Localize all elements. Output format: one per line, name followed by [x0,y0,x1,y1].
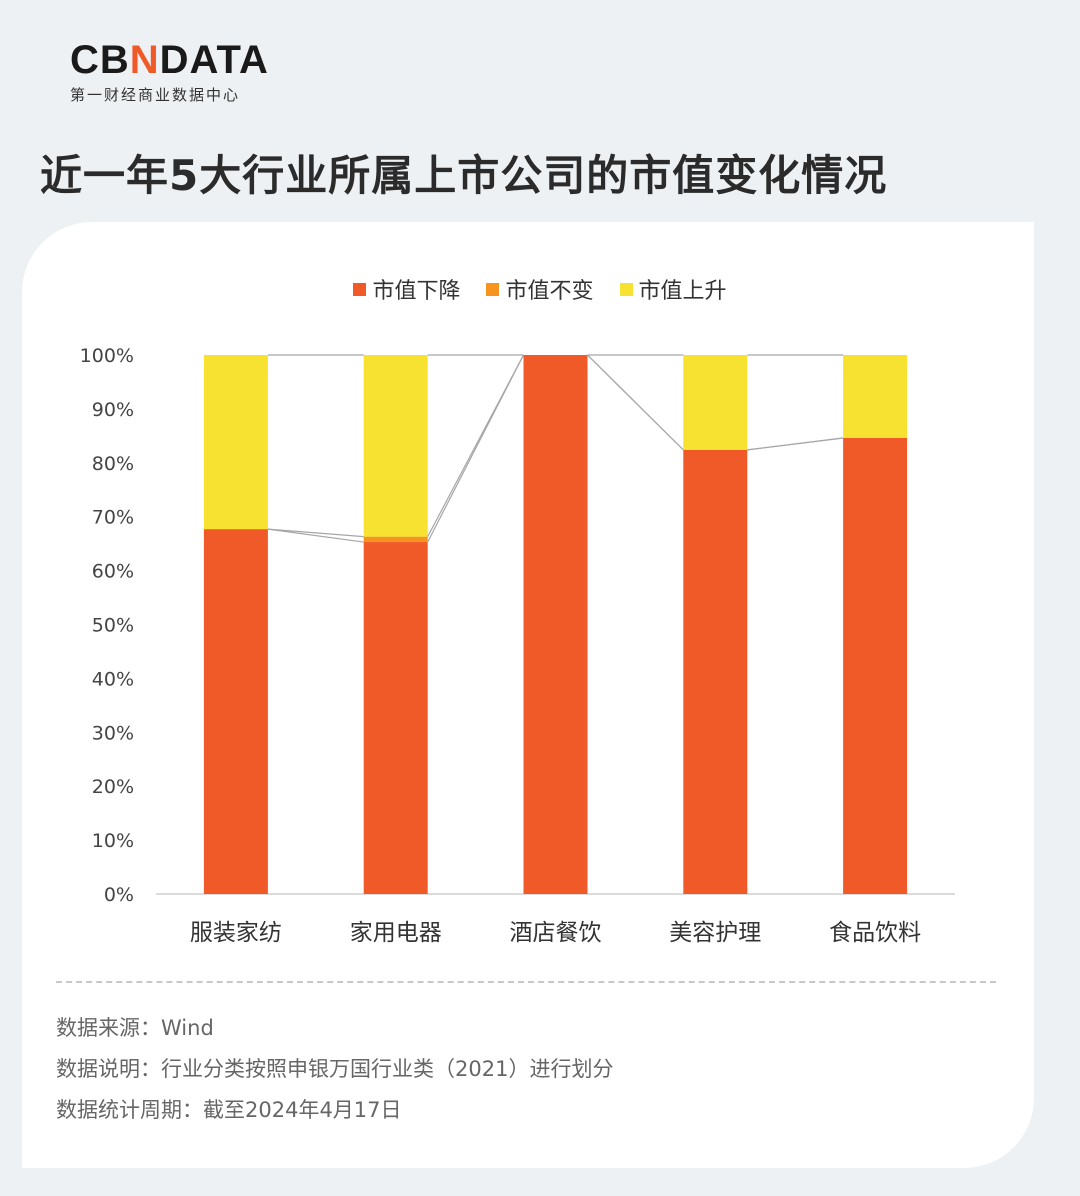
bar-segment [843,438,908,894]
bar-segment [363,536,428,543]
legend-swatch [619,282,633,296]
y-tick-label: 70% [92,507,134,529]
legend-swatch [486,282,500,296]
series-line [587,354,684,451]
page-title: 近一年5大行业所属上市公司的市值变化情况 [40,151,888,200]
logo-wordmark: CBNDATA [70,38,269,82]
bar-segment [363,542,428,894]
logo-subtitle: 第一财经商业数据中心 [70,86,241,104]
legend-label: 市值下降 [372,279,461,304]
y-tick-label: 100% [80,345,134,367]
x-tick-label: 食品饮料 [829,920,921,946]
x-tick-label: 酒店餐饮 [510,920,602,946]
legend-label: 市值上升 [638,279,727,304]
y-tick-label: 10% [92,830,134,852]
series-line [267,528,364,543]
legend-item-1: 市值不变 [486,273,594,305]
series-line [747,437,844,451]
legend-item-0: 市值下降 [353,273,460,305]
y-tick-label: 20% [92,776,134,798]
bar-segment [203,529,268,894]
x-tick-label: 家用电器 [350,920,442,946]
bar-segment [843,355,908,439]
bar-segment [683,355,748,450]
note-period: 数据统计周期：截至2024年4月17日 [56,1098,402,1122]
logo-text-left: CB [70,38,130,82]
logo-text-right: DATA [159,38,269,82]
legend-label: 市值不变 [505,279,594,304]
x-tick-label: 美容护理 [669,920,761,946]
series-line [427,354,525,537]
series-line [267,528,364,538]
bar-segment [523,355,588,894]
y-tick-label: 50% [92,615,134,637]
bar-segment [203,355,268,530]
note-description: 数据说明：行业分类按照申银万国行业类（2021）进行划分 [56,1057,614,1081]
footnotes: 数据来源：Wind 数据说明：行业分类按照申银万国行业类（2021）进行划分 数… [56,1008,613,1131]
brand-logo: CBNDATA 第一财经商业数据中心 [70,38,269,105]
y-tick-label: 60% [92,561,134,583]
x-tick-label: 服装家纺 [190,920,282,946]
note-source: 数据来源：Wind [56,1016,214,1040]
bar-segment [683,449,748,894]
y-tick-label: 90% [92,399,134,421]
legend-swatch [353,282,367,296]
y-tick-label: 30% [92,722,134,744]
legend-item-2: 市值上升 [619,273,727,305]
bar-segment [363,355,428,537]
chart-legend: 市值下降 市值不变 市值上升 [0,273,1080,305]
y-tick-label: 0% [104,884,134,906]
y-tick-label: 80% [92,453,134,475]
logo-text-accent: N [129,38,160,82]
y-tick-label: 40% [92,668,134,690]
divider [56,981,996,983]
